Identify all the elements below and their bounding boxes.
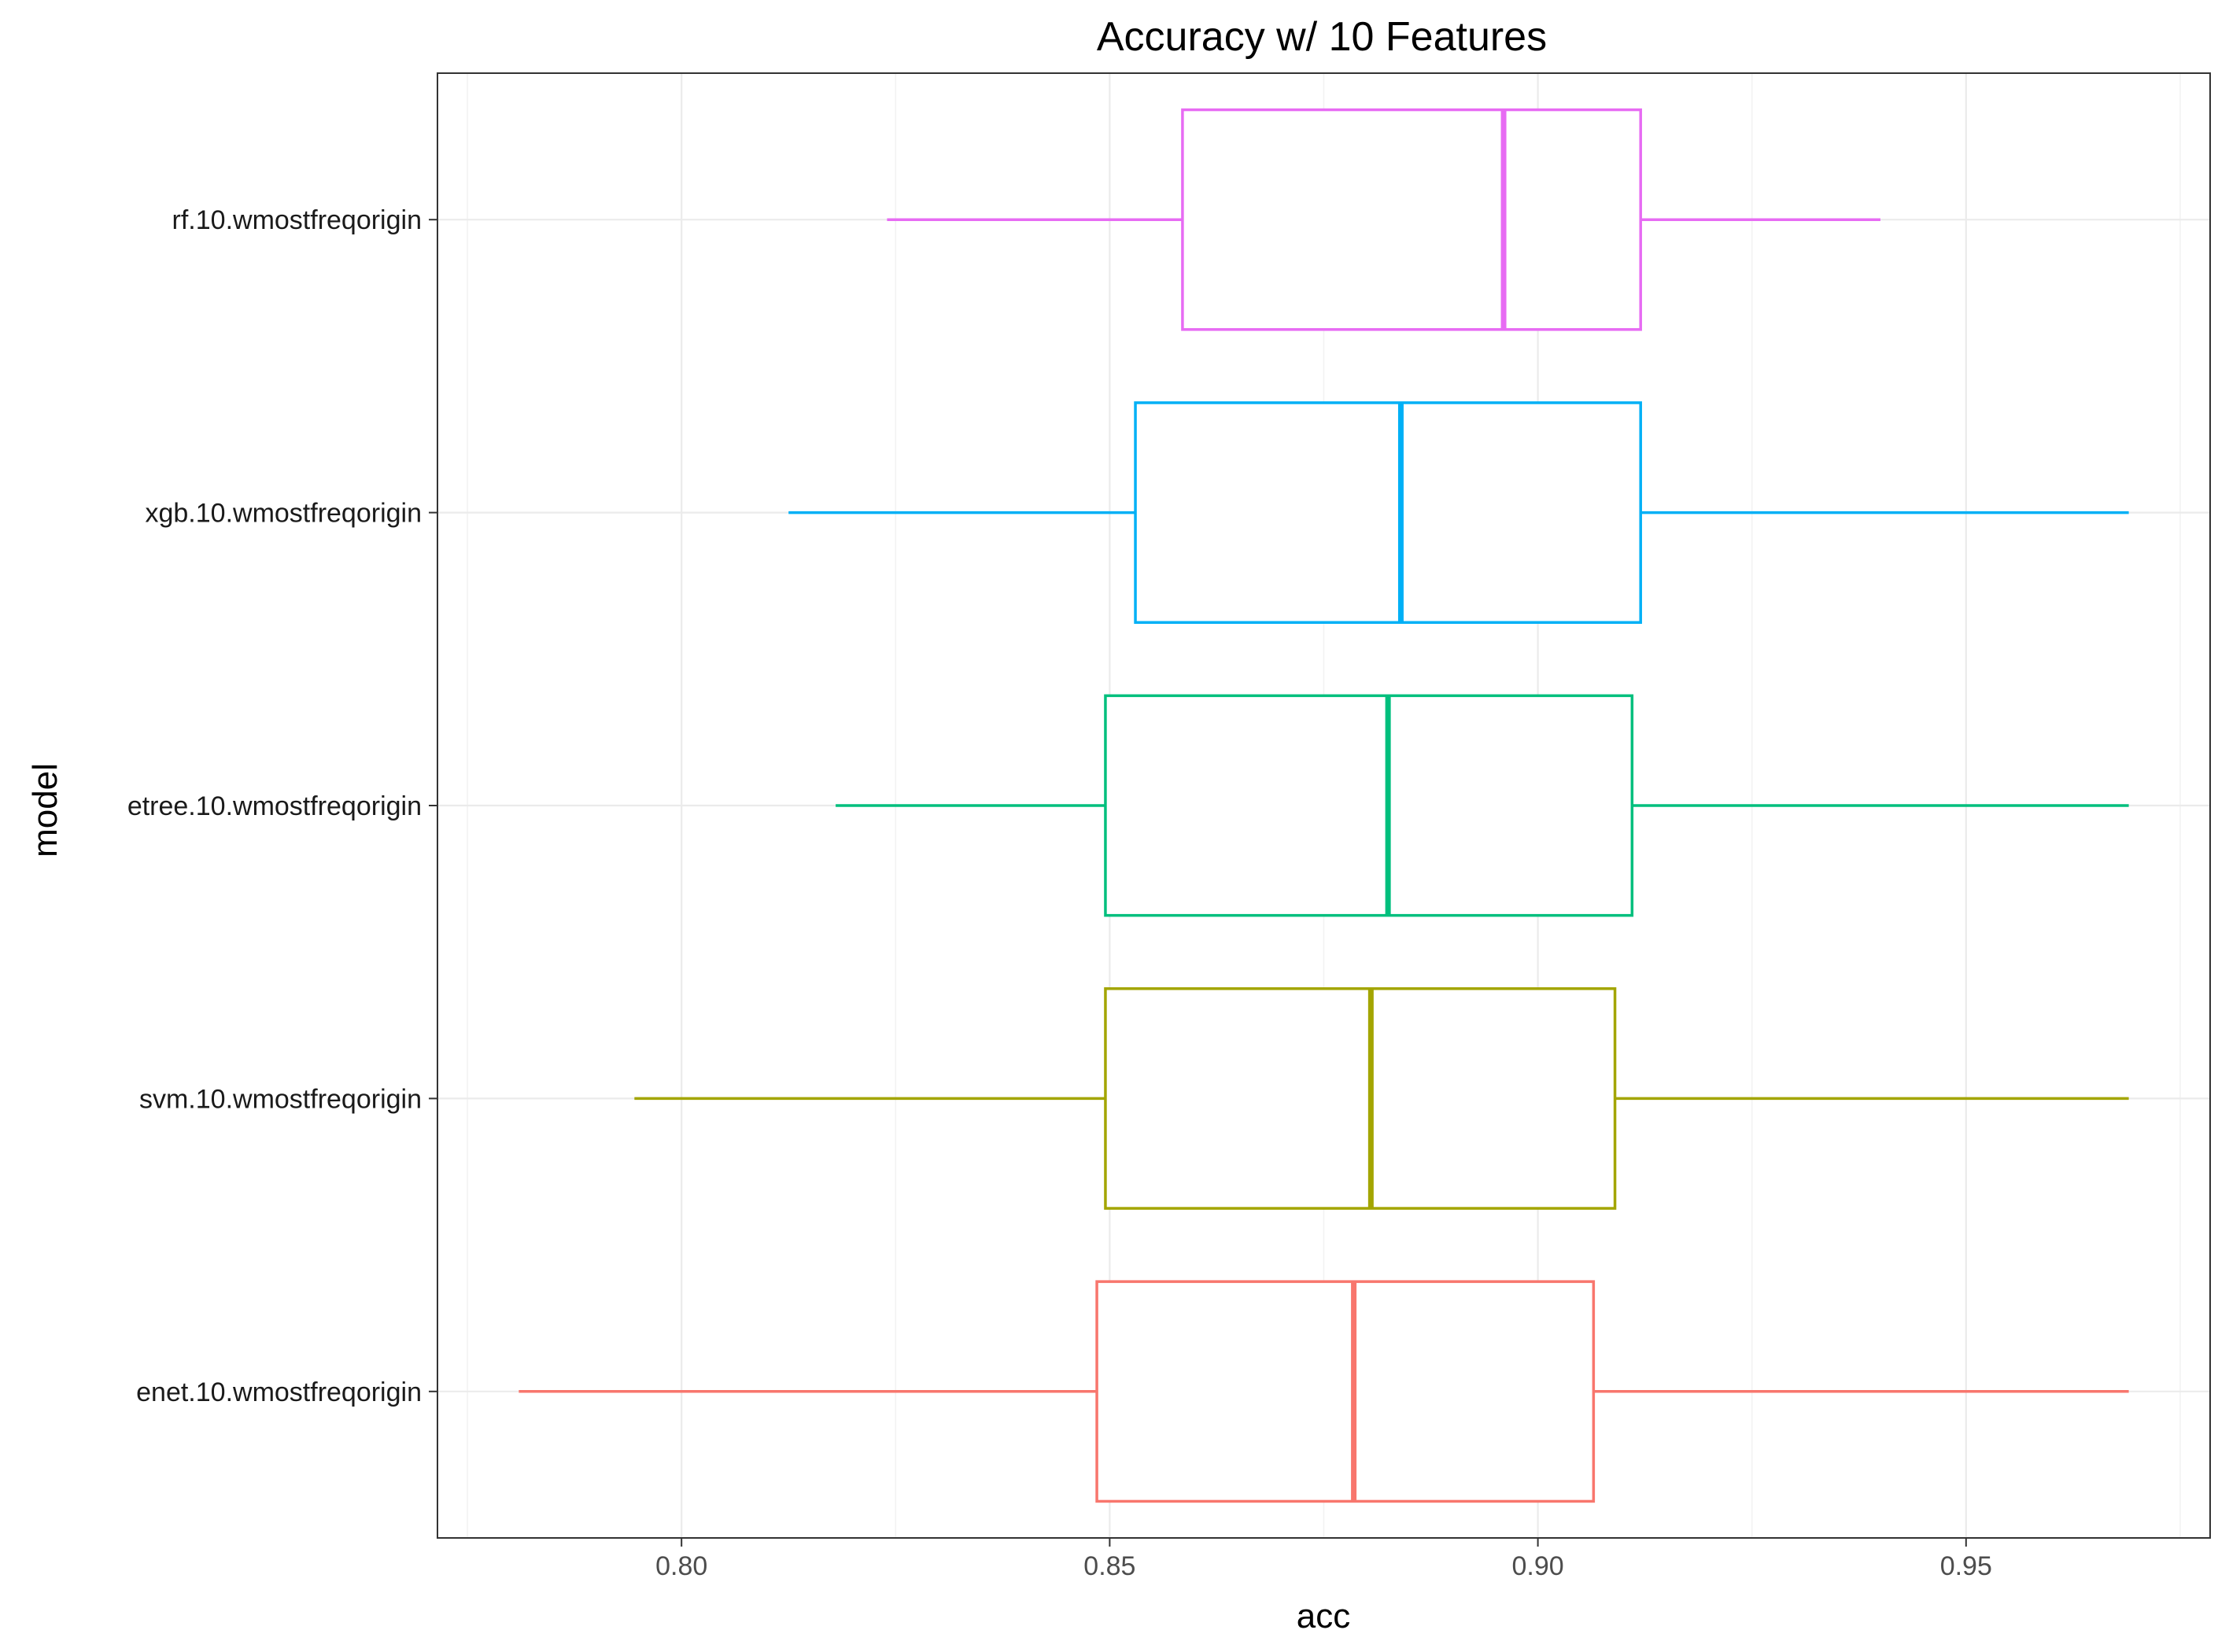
- y-tick-label: etree.10.wmostfreqorigin: [127, 791, 422, 821]
- x-tick-label: 0.80: [655, 1551, 707, 1581]
- x-tick-label: 0.95: [1940, 1551, 1992, 1581]
- boxplot-rf: [887, 108, 1880, 331]
- box: [1104, 987, 1617, 1210]
- box: [1095, 1280, 1596, 1503]
- x-axis-title: acc: [1297, 1597, 1350, 1635]
- x-tick-label: 0.85: [1083, 1551, 1135, 1581]
- y-tick-label: rf.10.wmostfreqorigin: [172, 205, 422, 235]
- box: [1134, 401, 1642, 624]
- boxplot-xgb: [788, 401, 2129, 624]
- boxplot-enet: [519, 1280, 2129, 1503]
- y-axis-title: model: [26, 763, 65, 857]
- boxplot-svm: [634, 987, 2129, 1210]
- boxplot-etree: [836, 694, 2129, 917]
- y-tick-label: xgb.10.wmostfreqorigin: [145, 499, 422, 529]
- x-tick-label: 0.90: [1512, 1551, 1564, 1581]
- y-tick-label: enet.10.wmostfreqorigin: [136, 1377, 422, 1407]
- chart-title: Accuracy w/ 10 Features: [1097, 14, 1547, 60]
- box: [1181, 108, 1642, 331]
- y-tick-label: svm.10.wmostfreqorigin: [139, 1084, 422, 1114]
- box: [1104, 694, 1634, 917]
- axes: 0.80 0.85 0.90 0.95 enet.10.wmostfreqorigin s…: [127, 205, 1992, 1581]
- boxes: [519, 108, 2129, 1503]
